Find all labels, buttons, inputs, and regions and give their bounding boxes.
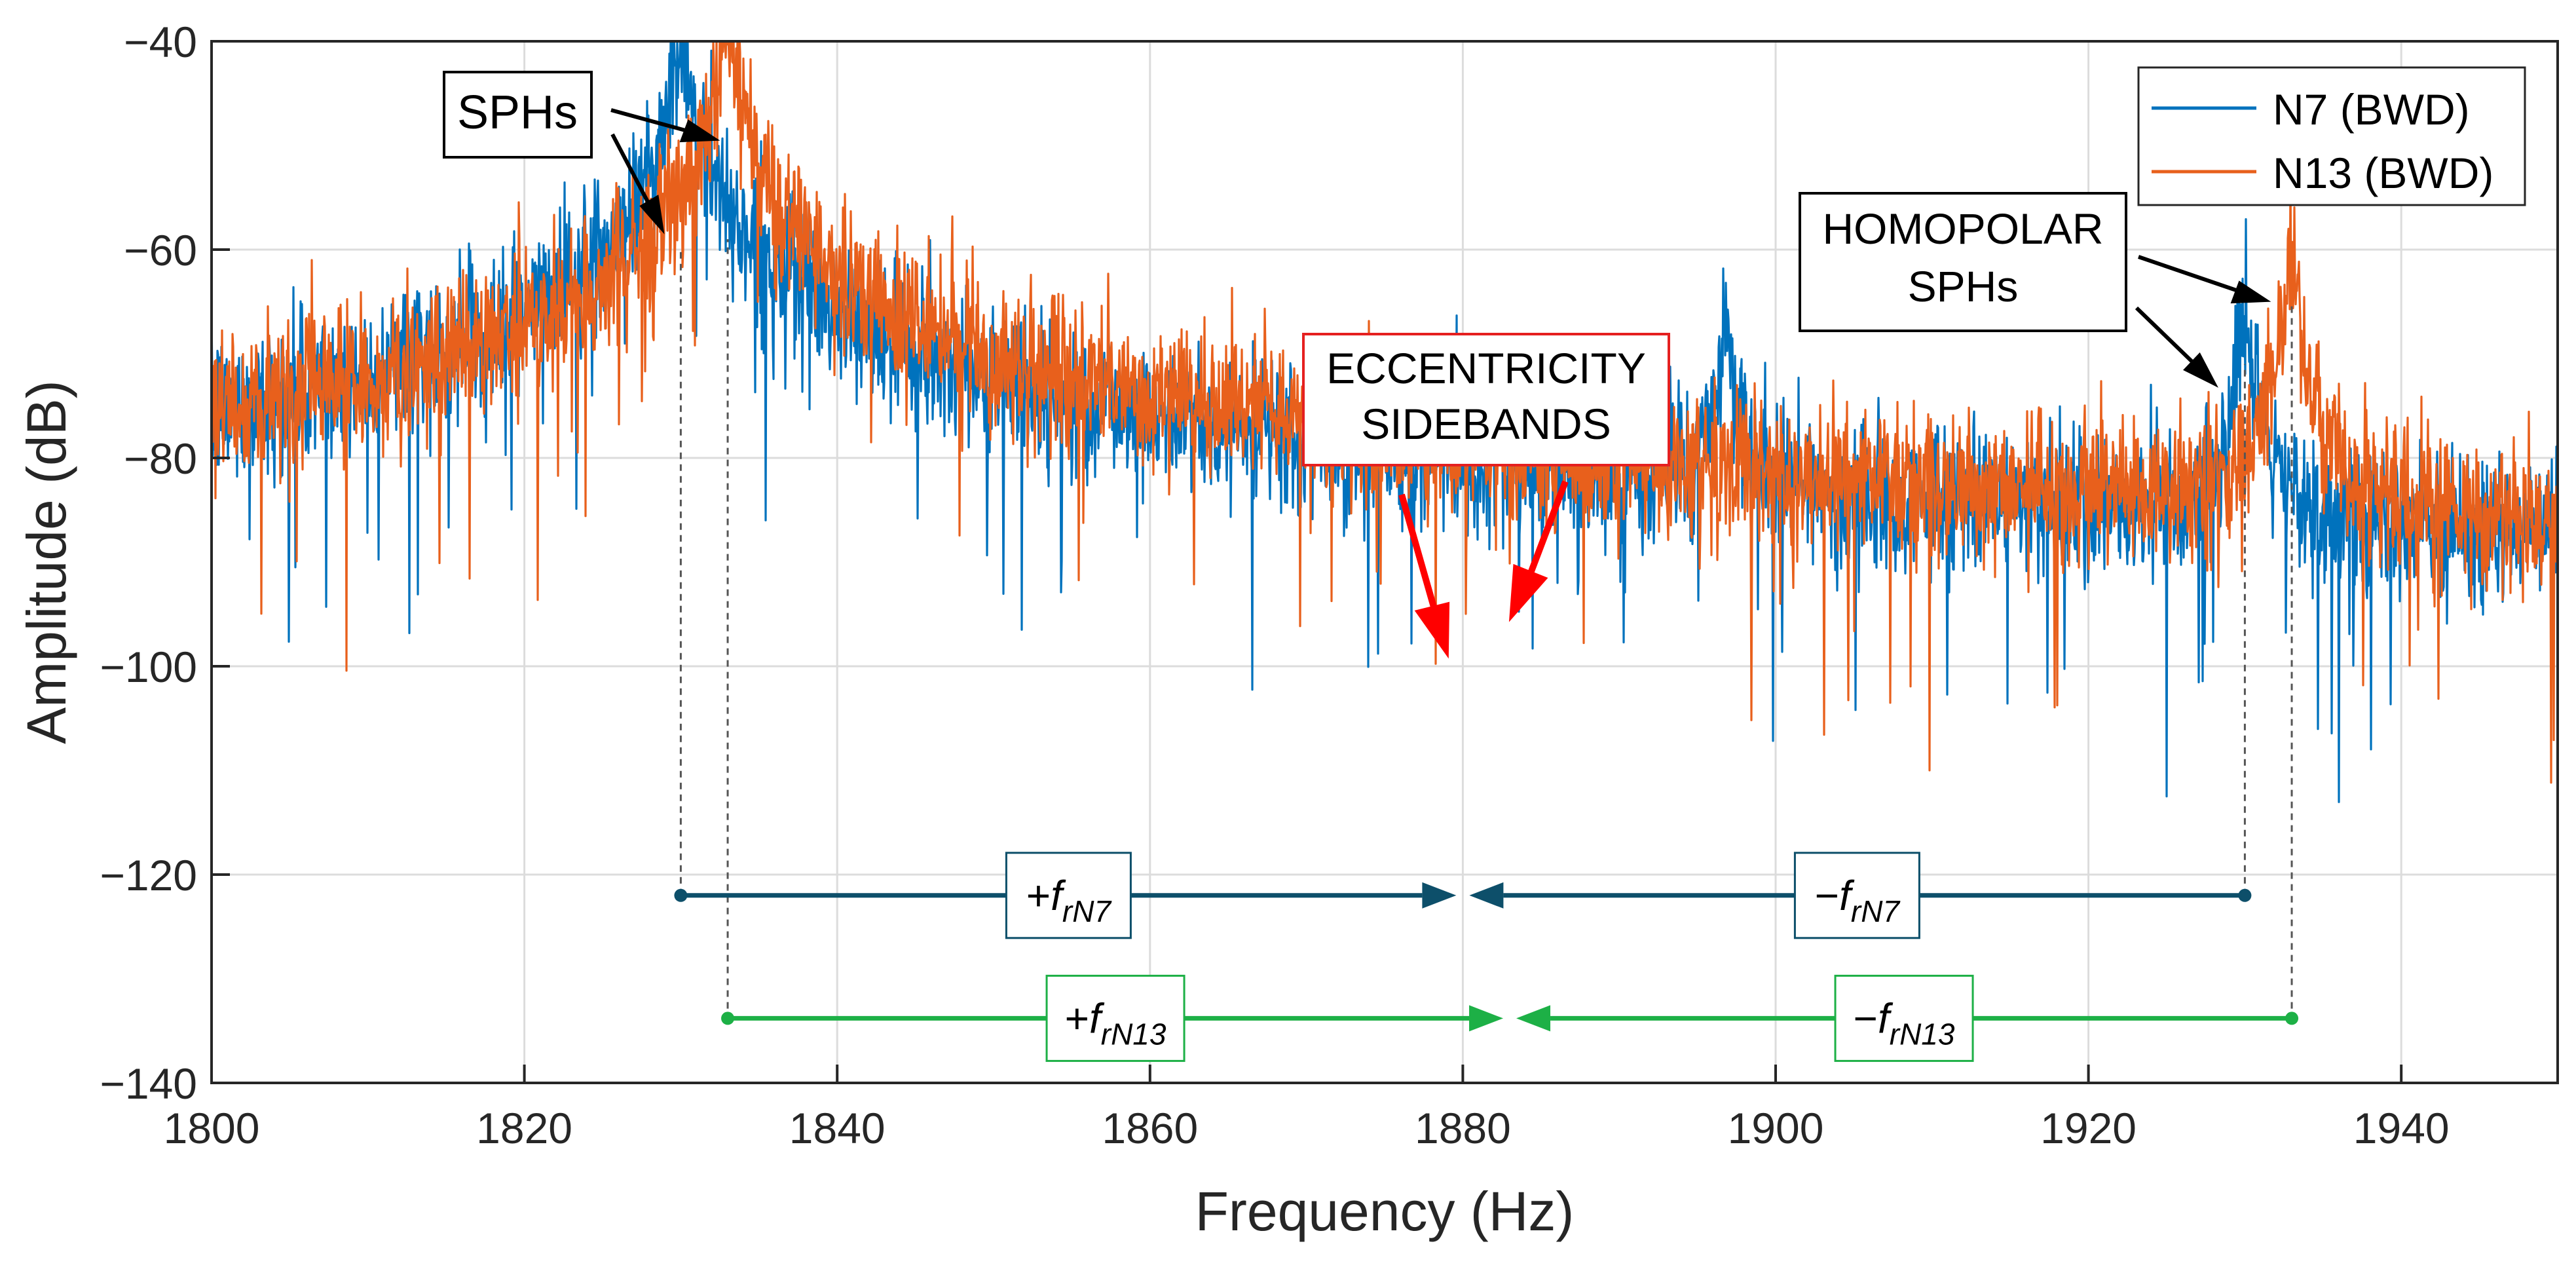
y-axis-label: Amplitude (dB) — [16, 380, 77, 744]
y-tick-label: −80 — [124, 434, 197, 483]
x-tick-label: 1900 — [1728, 1104, 1824, 1152]
legend-label-n7: N7 (BWD) — [2273, 85, 2470, 134]
span-arrow: −frN13 — [1516, 974, 2299, 1062]
homopolar-arrows — [2135, 255, 2271, 388]
annotation-homopolar: HOMOPOLAR SPHs — [1799, 192, 2271, 388]
y-axis: −40 −60 −80 −100 −120 −140 — [100, 18, 230, 1108]
frequency-spans: +frN7 −frN7 +frN13 −frN13 — [674, 852, 2299, 1062]
annotation-eccentricity-text-1: ECCENTRICITY — [1326, 344, 1646, 392]
y-tick-label: −100 — [100, 643, 197, 691]
legend: N7 (BWD) N13 (BWD) — [2137, 66, 2526, 206]
span-label: +frN7 — [1026, 872, 1112, 928]
annotation-eccentricity-text-2: SIDEBANDS — [1361, 400, 1611, 448]
x-tick-label: 1820 — [476, 1104, 572, 1152]
axes-frame — [210, 40, 2559, 1084]
span-arrow: +frN13 — [721, 974, 1504, 1062]
eccentricity-arrows — [1398, 480, 1569, 659]
annotation-sphs-text: SPHs — [457, 86, 578, 139]
x-tick-label: 1940 — [2353, 1104, 2450, 1152]
span-label-box — [1045, 974, 1185, 1062]
annotation-eccentricity: ECCENTRICITY SIDEBANDS — [1302, 333, 1670, 659]
x-tick-label: 1800 — [164, 1104, 260, 1152]
y-tick-label: −60 — [124, 226, 197, 274]
x-tick-label: 1920 — [2040, 1104, 2137, 1152]
x-axis: 1800 1820 1840 1860 1880 1900 1920 1940 — [164, 1065, 2450, 1152]
annotation-sphs: SPHs — [443, 71, 720, 235]
y-tick-label: −40 — [124, 18, 197, 66]
x-axis-label: Frequency (Hz) — [1195, 1181, 1575, 1242]
x-tick-label: 1840 — [789, 1104, 886, 1152]
span-label-box — [1005, 852, 1132, 939]
guide-lines — [679, 239, 2293, 1021]
y-tick-label: −140 — [100, 1059, 197, 1108]
span-arrow: −frN7 — [1469, 852, 2252, 939]
annotation-homopolar-text-2: SPHs — [1908, 262, 2019, 311]
legend-label-n13: N13 (BWD) — [2273, 149, 2493, 197]
x-tick-label: 1880 — [1415, 1104, 1511, 1152]
legend-box — [2137, 66, 2526, 206]
y-tick-label: −120 — [100, 851, 197, 899]
annotation-homopolar-text-1: HOMOPOLAR — [1822, 204, 2103, 253]
sphs-arrows — [610, 108, 720, 235]
annotation-homopolar-box — [1799, 192, 2127, 332]
span-label-box — [1793, 852, 1920, 939]
span-label-box — [1834, 974, 1974, 1062]
annotation-sphs-box — [443, 71, 593, 159]
span-arrow: +frN7 — [674, 852, 1457, 939]
span-label: −frN13 — [1854, 994, 1955, 1051]
x-tick-label: 1860 — [1102, 1104, 1198, 1152]
span-label: −frN7 — [1815, 872, 1901, 928]
annotation-eccentricity-box — [1302, 333, 1670, 466]
